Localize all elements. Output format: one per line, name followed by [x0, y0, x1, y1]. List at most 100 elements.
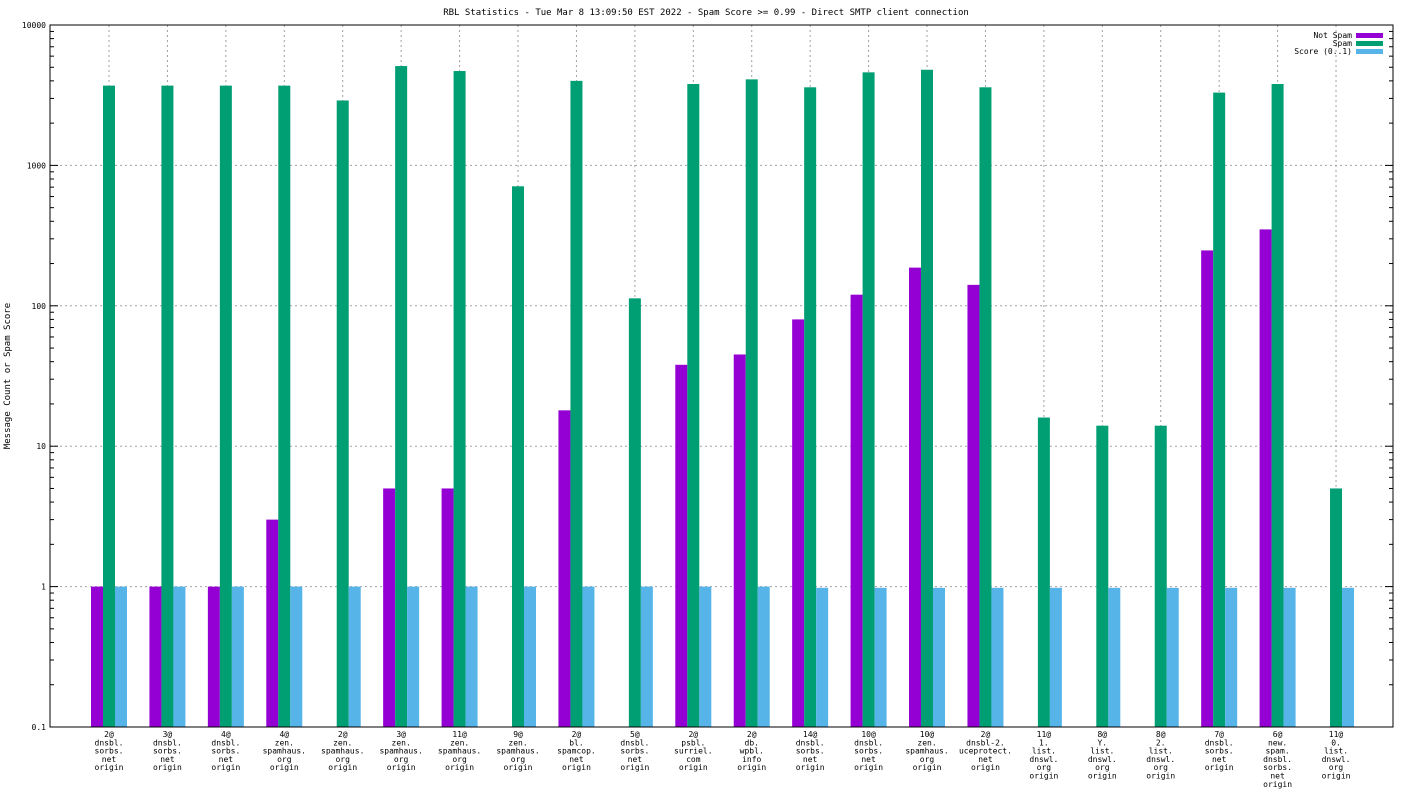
x-tick-label-line: origin [1322, 772, 1351, 781]
x-tick-label-line: dnsbl-2. [966, 738, 1005, 747]
x-tick-label: 14@ dnsbl. sorbs. net origin [796, 730, 825, 772]
x-tick-label: 2@ dnsbl-2. uceprotect. net origin [959, 730, 1012, 772]
x-tick-label-line: 2@ [572, 730, 582, 739]
x-tick-label: 11@ zen. spamhaus. org origin [438, 730, 481, 772]
bar-not-spam [558, 410, 571, 727]
x-tick-label-line: list. [1324, 747, 1348, 756]
x-tick-label-line: zen. [392, 738, 411, 747]
x-tick-label-line: spamhaus. [321, 747, 364, 756]
bar-score-0-1 [933, 587, 946, 727]
x-tick-label-line: 3@ [163, 730, 173, 739]
x-tick-label-line: org [277, 755, 292, 764]
x-tick-label-line: dnsbl. [620, 738, 649, 747]
x-tick-label-line: net [1212, 755, 1227, 764]
x-tick-label: 10@ zen. spamhaus. org origin [905, 730, 948, 772]
x-tick-label-line: org [1154, 763, 1169, 772]
x-tick-label: 2@ db. wpbl. info origin [737, 730, 766, 772]
bar-score-0-1 [816, 587, 829, 727]
x-tick-label-line: 8@ [1156, 730, 1166, 739]
y-tick-label: 1 [41, 583, 46, 592]
x-tick-label-line: org [1095, 763, 1110, 772]
bar-score-0-1 [407, 586, 420, 727]
x-tick-label: 7@ dnsbl. sorbs. net origin [1205, 730, 1234, 772]
bar-spam [219, 85, 232, 727]
x-tick-label-line: sorbs. [95, 747, 124, 756]
x-tick-label-line: 8@ [1097, 730, 1107, 739]
x-tick-label-line: origin [854, 763, 883, 772]
x-tick-label-line: origin [270, 763, 299, 772]
x-tick-label-line: net [219, 755, 234, 764]
y-tick-label: 0.1 [32, 723, 47, 732]
x-tick-label-line: org [1037, 763, 1052, 772]
x-tick-label-line: origin [796, 763, 825, 772]
x-tick-label-line: dnswl. [1088, 755, 1117, 764]
x-tick-label-line: origin [913, 763, 942, 772]
x-tick-label-line: dnswl. [1322, 755, 1351, 764]
x-tick-label-line: spamhaus. [379, 747, 422, 756]
bar-spam [628, 298, 641, 727]
x-tick-label-line: org [1329, 763, 1344, 772]
bar-spam [1037, 417, 1050, 727]
x-tick-label-line: 11@ [452, 730, 467, 739]
x-tick-label-line: org [511, 755, 526, 764]
bar-score-0-1 [231, 586, 244, 727]
y-tick-label: 10000 [22, 21, 46, 30]
x-tick-label-line: list. [1032, 747, 1056, 756]
bar-score-0-1 [1049, 587, 1062, 727]
x-tick-label-line: origin [1263, 780, 1292, 789]
x-tick-label: 6@ new. spam. dnsbl. sorbs. net origin [1263, 730, 1292, 789]
x-tick-label-line: origin [504, 763, 533, 772]
x-tick-label-line: 2@ [104, 730, 114, 739]
bar-score-0-1 [1166, 587, 1179, 727]
bar-spam [336, 100, 349, 728]
x-tick-label-line: net [160, 755, 175, 764]
x-tick-label: 9@ zen. spamhaus. org origin [496, 730, 539, 772]
grid-lines [50, 25, 1393, 727]
bar-score-0-1 [699, 586, 712, 727]
x-tick-label-line: origin [1205, 763, 1234, 772]
bar-spam [804, 87, 817, 728]
x-tick-label: 5@ dnsbl. sorbs. net origin [620, 730, 649, 772]
x-tick-label: 11@ 1. list. dnswl. org origin [1029, 730, 1058, 781]
x-tick-label-line: dnsbl. [153, 738, 182, 747]
x-tick-label: 3@ dnsbl. sorbs. net origin [153, 730, 182, 772]
chart-title: RBL Statistics - Tue Mar 8 13:09:50 EST … [443, 8, 969, 18]
bar-not-spam [850, 294, 863, 727]
x-tick-label-line: spam. [1266, 747, 1290, 756]
bar-score-0-1 [991, 587, 1004, 727]
bar-not-spam [792, 319, 805, 727]
bar-score-0-1 [640, 586, 653, 727]
x-tick-label-line: net [803, 755, 818, 764]
legend-label: Spam [1333, 39, 1352, 48]
y-tick-label: 10 [36, 442, 46, 451]
x-tick-label-line: spamhaus. [438, 747, 481, 756]
bar-score-0-1 [1108, 587, 1121, 727]
bar-not-spam [91, 586, 103, 727]
x-tick-label: 4@ dnsbl. sorbs. net origin [211, 730, 240, 772]
x-tick-label-line: 4@ [279, 730, 289, 739]
x-tick-label-line: dnswl. [1146, 755, 1175, 764]
x-tick-label-line: 10@ [861, 730, 876, 739]
bar-spam [1271, 83, 1284, 727]
bar-not-spam [909, 267, 922, 727]
bar-score-0-1 [524, 586, 537, 727]
bar-score-0-1 [874, 587, 887, 727]
bar-score-0-1 [290, 586, 303, 727]
x-tick-label-line: sorbs. [796, 747, 825, 756]
bar-spam [161, 85, 174, 727]
bar-spam [921, 69, 934, 728]
x-tick-label-line: 5@ [630, 730, 640, 739]
x-tick-label-line: uceprotect. [959, 747, 1012, 756]
bar-spam [570, 80, 583, 727]
plot-frame [49, 24, 1394, 728]
x-tick-label-line: org [920, 755, 935, 764]
x-tick-label-line: origin [387, 763, 416, 772]
x-tick-label-line: 4@ [221, 730, 231, 739]
x-tick-label-line: dnsbl. [1263, 755, 1292, 764]
bar-not-spam [675, 364, 688, 727]
x-tick-label: 2@ psbl. surriel. com origin [674, 730, 713, 772]
x-tick-label-line: 0. [1331, 738, 1341, 747]
x-tick-label-line: dnsbl. [854, 738, 883, 747]
legend-swatch [1356, 49, 1383, 54]
